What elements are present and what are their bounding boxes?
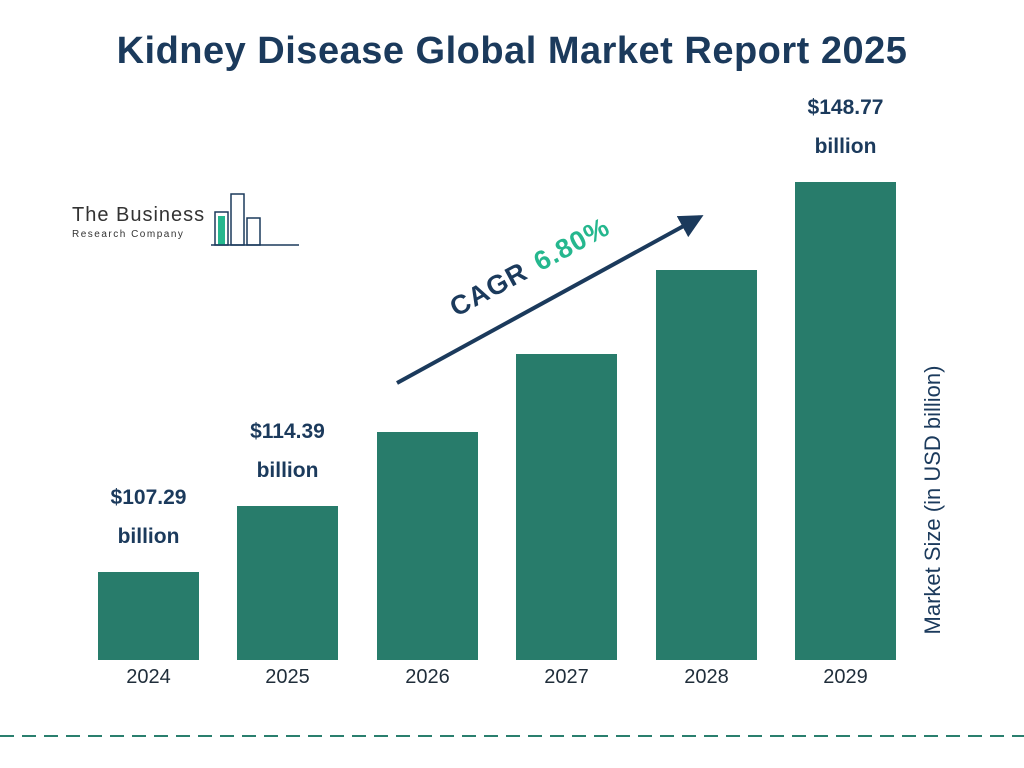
logo-text: The Business Research Company <box>72 204 205 240</box>
page-title: Kidney Disease Global Market Report 2025 <box>116 30 908 72</box>
bar-2027 <box>516 354 617 660</box>
x-tick-2025: 2025 <box>265 666 310 688</box>
x-tick-2029: 2029 <box>823 666 868 688</box>
bottom-dashed-line <box>0 735 1024 737</box>
value-label-2025: $114.39 billion <box>250 420 325 482</box>
x-tick-2026: 2026 <box>405 666 450 688</box>
logo-line1: The Business <box>72 204 206 226</box>
bar-2024 <box>98 572 199 660</box>
y-axis-label: Market Size (in USD billion) <box>920 365 945 635</box>
logo-line2: Research Company <box>72 229 185 240</box>
cagr-arrow <box>396 215 704 385</box>
bar-2028 <box>656 270 757 660</box>
logo-bars-icon <box>211 193 300 246</box>
x-tick-2028: 2028 <box>684 666 729 688</box>
logo: The Business Research Company <box>72 190 301 254</box>
bar-2025 <box>237 506 338 660</box>
x-tick-2024: 2024 <box>126 666 171 688</box>
value-label-2024: $107.29 billion <box>110 486 187 548</box>
bar-2026 <box>377 432 478 660</box>
x-tick-2027: 2027 <box>544 666 589 688</box>
value-label-2029: $148.77 billion <box>807 96 884 158</box>
bar-2029 <box>795 182 896 660</box>
